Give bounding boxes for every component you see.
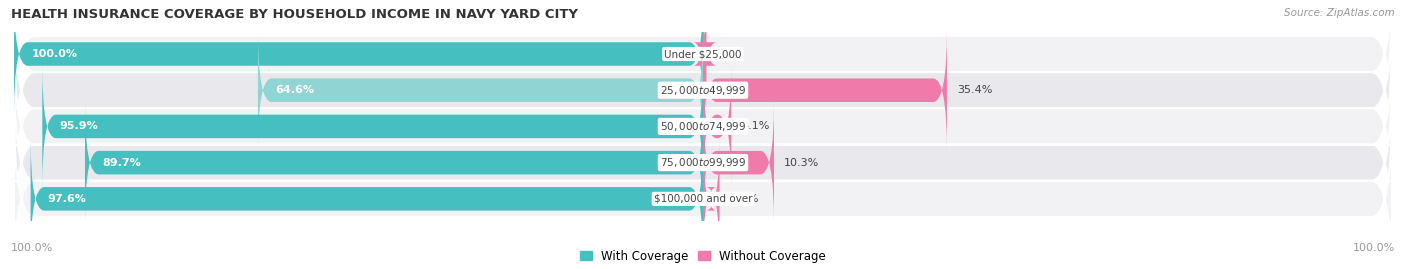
FancyBboxPatch shape (14, 0, 703, 115)
Text: 4.1%: 4.1% (741, 121, 770, 132)
FancyBboxPatch shape (14, 108, 1392, 269)
Text: 97.6%: 97.6% (48, 194, 87, 204)
Text: $75,000 to $99,999: $75,000 to $99,999 (659, 156, 747, 169)
FancyBboxPatch shape (14, 0, 1392, 181)
FancyBboxPatch shape (693, 0, 717, 115)
Text: Source: ZipAtlas.com: Source: ZipAtlas.com (1284, 8, 1395, 18)
Text: $50,000 to $74,999: $50,000 to $74,999 (659, 120, 747, 133)
Text: 95.9%: 95.9% (59, 121, 98, 132)
Text: 100.0%: 100.0% (11, 243, 53, 253)
Text: $25,000 to $49,999: $25,000 to $49,999 (659, 84, 747, 97)
FancyBboxPatch shape (703, 66, 731, 187)
FancyBboxPatch shape (703, 30, 946, 151)
Text: 2.4%: 2.4% (730, 194, 758, 204)
FancyBboxPatch shape (84, 102, 703, 223)
FancyBboxPatch shape (703, 138, 720, 260)
Text: 89.7%: 89.7% (103, 158, 141, 168)
Text: Under $25,000: Under $25,000 (664, 49, 742, 59)
FancyBboxPatch shape (703, 102, 773, 223)
Text: $100,000 and over: $100,000 and over (654, 194, 752, 204)
Text: 100.0%: 100.0% (1353, 243, 1395, 253)
Text: HEALTH INSURANCE COVERAGE BY HOUSEHOLD INCOME IN NAVY YARD CITY: HEALTH INSURANCE COVERAGE BY HOUSEHOLD I… (11, 8, 578, 21)
FancyBboxPatch shape (31, 138, 703, 260)
FancyBboxPatch shape (257, 30, 703, 151)
Text: 100.0%: 100.0% (31, 49, 77, 59)
Text: 35.4%: 35.4% (957, 85, 993, 95)
Text: 64.6%: 64.6% (276, 85, 314, 95)
Text: 10.3%: 10.3% (785, 158, 820, 168)
FancyBboxPatch shape (14, 0, 1392, 144)
FancyBboxPatch shape (42, 66, 703, 187)
FancyBboxPatch shape (14, 72, 1392, 253)
FancyBboxPatch shape (14, 36, 1392, 217)
Legend: With Coverage, Without Coverage: With Coverage, Without Coverage (575, 245, 831, 267)
